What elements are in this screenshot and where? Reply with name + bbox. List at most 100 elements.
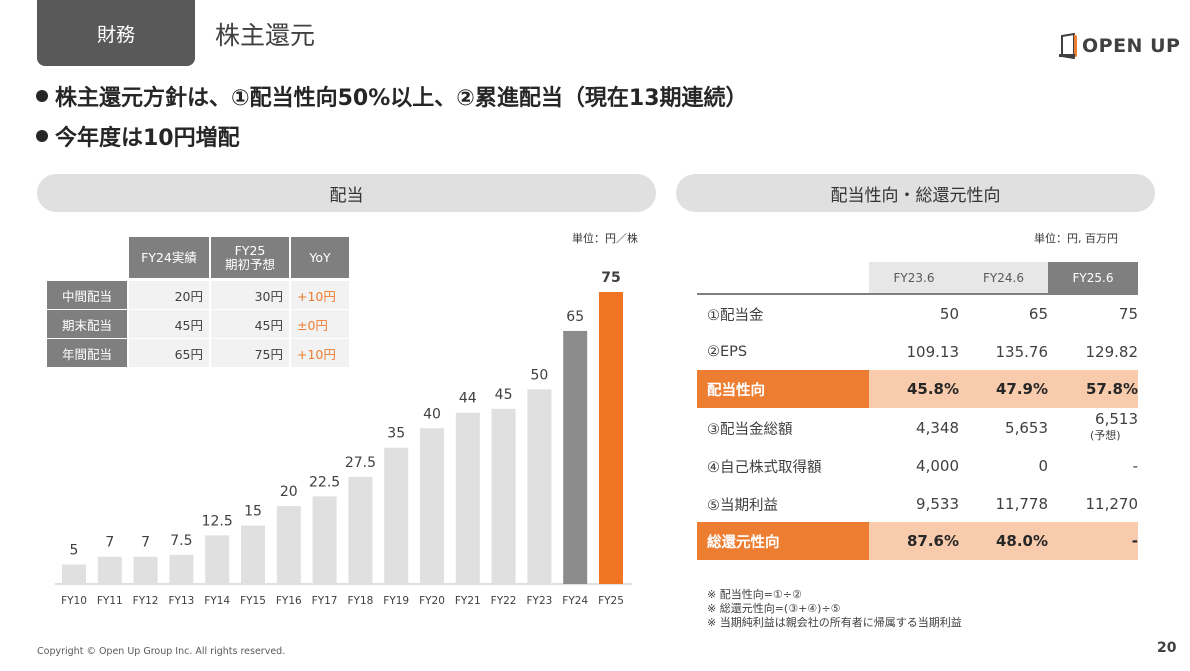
- table-row-buyback: ④自己株式取得額 4,000 0 -: [697, 447, 1138, 485]
- bar-fy16: [276, 506, 301, 584]
- header-divider: [697, 293, 1138, 295]
- tick-label-fy10: FY10: [61, 595, 87, 607]
- formula-notes: ※ 配当性向=①÷② ※ 総還元性向=(③+④)÷⑤ ※ 当期純利益は親会社の所…: [707, 588, 962, 630]
- bar-fy24: [563, 330, 588, 584]
- note-net-income-definition: ※ 当期純利益は親会社の所有者に帰属する当期利益: [707, 616, 962, 629]
- value-fy25: 129.82: [1085, 343, 1139, 361]
- bar-fy20: [420, 428, 444, 584]
- tick-label-fy16: FY16: [276, 595, 302, 607]
- row-label: ④自己株式取得額: [707, 459, 822, 476]
- bar-fy18: [348, 476, 373, 584]
- tick-label-fy18: FY18: [347, 595, 373, 607]
- cell-year-end-yoy: ±0円: [291, 310, 349, 338]
- value-fy24: 65: [1028, 305, 1048, 323]
- data-label-fy10: 5: [70, 543, 79, 559]
- cell-interim-yoy: +10円: [291, 281, 349, 309]
- col-header-fy25-6: FY25.6: [1048, 262, 1138, 293]
- data-label-fy19: 35: [387, 426, 405, 442]
- value-fy24: 48.0%: [995, 532, 1048, 550]
- bar-fy21: [455, 412, 480, 584]
- bar-fy15: [241, 525, 265, 584]
- tick-label-fy22: FY22: [491, 595, 517, 607]
- data-label-fy14: 12.5: [202, 513, 233, 529]
- col-header-yoy: YoY: [291, 237, 349, 278]
- cell-interim-fy25: 30円: [211, 281, 289, 309]
- value-fy23: 4,000: [916, 457, 959, 475]
- payout-ratio-section-header: 配当性向・総還元性向: [676, 174, 1155, 212]
- bullet-text: 株主還元方針は、①配当性向50%以上、②累進配当（現在13期連続）: [55, 86, 748, 111]
- data-label-fy23: 50: [530, 367, 548, 383]
- dividend-section-header: 配当: [37, 174, 656, 212]
- row-label: ⑤当期利益: [707, 497, 778, 514]
- col-header-fy25-line1: FY25: [234, 242, 266, 258]
- data-label-fy24: 65: [566, 309, 584, 325]
- row-label-year-end: 期末配当: [47, 310, 127, 338]
- value-fy24: 11,778: [995, 495, 1049, 513]
- value-fy23: 45.8%: [906, 380, 959, 398]
- page-number: 20: [1157, 640, 1177, 656]
- table-row-eps: ②EPS 109.13 135.76 129.82: [697, 333, 1138, 371]
- bullet-dividend-increase: 今年度は10円増配: [36, 120, 240, 152]
- data-label-fy17: 22.5: [309, 474, 340, 490]
- row-label: 総還元性向: [697, 522, 869, 560]
- tick-label-fy14: FY14: [204, 595, 230, 607]
- tick-label-fy24: FY24: [562, 595, 588, 607]
- value-fy23: 87.6%: [906, 532, 959, 550]
- table-row-net-income: ⑤当期利益 9,533 11,778 11,270: [697, 485, 1138, 523]
- cell-annual-fy25: 75円: [211, 339, 289, 367]
- tick-label-fy13: FY13: [168, 595, 194, 607]
- data-label-fy16: 20: [280, 484, 298, 500]
- cell-year-end-fy25: 45円: [211, 310, 289, 338]
- col-header-fy25-line2: 期初予想: [224, 256, 275, 272]
- section-tag: 財務: [37, 0, 195, 66]
- note-payout-formula: ※ 配当性向=①÷②: [707, 588, 802, 601]
- copyright: Copyright © Open Up Group Inc. All right…: [37, 646, 286, 657]
- tick-label-fy17: FY17: [312, 595, 338, 607]
- value-fy24: 135.76: [995, 343, 1049, 361]
- bar-fy13: [169, 554, 194, 584]
- row-label: 配当性向: [697, 370, 869, 408]
- bar-fy22: [491, 408, 516, 584]
- row-label: ②EPS: [707, 344, 748, 360]
- bar-fy10: [62, 564, 86, 584]
- value-fy24: 47.9%: [995, 380, 1048, 398]
- bar-fy12: [133, 556, 158, 584]
- col-header-fy24-text: FY24実績: [141, 249, 197, 265]
- value-fy23: 50: [939, 305, 959, 323]
- cell-annual-fy24: 65円: [129, 339, 209, 367]
- row-label: ①配当金: [707, 307, 764, 324]
- col-header-fy24-6: FY24.6: [959, 262, 1048, 293]
- table-row-total-dividends: ③配当金総額 4,348 5,653 6,513: [697, 409, 1138, 447]
- value-fy24: 0: [1038, 457, 1048, 475]
- note-total-return-formula: ※ 総還元性向=(③+④)÷⑤: [707, 602, 841, 615]
- forecast-note: (予想): [1090, 429, 1121, 442]
- data-label-fy13: 7.5: [170, 533, 192, 549]
- bullet-text: 今年度は10円増配: [55, 126, 240, 151]
- bullet-dot: [36, 130, 48, 142]
- value-fy23: 9,533: [916, 495, 959, 513]
- value-fy25: 11,270: [1085, 495, 1139, 513]
- bar-fy11: [97, 556, 122, 584]
- table-row-dividend: ①配当金 50 65 75: [697, 295, 1138, 333]
- door-logo-icon: [1059, 33, 1077, 59]
- data-label-fy20: 40: [423, 406, 441, 422]
- bar-fy25: [599, 292, 623, 584]
- tick-label-fy23: FY23: [526, 595, 552, 607]
- row-label: ③配当金総額: [707, 421, 793, 438]
- col-header-fy24: FY24実績: [129, 237, 209, 278]
- tick-label-fy25: FY25: [598, 595, 624, 607]
- data-label-fy15: 15: [244, 504, 262, 520]
- table-row-payout-ratio: 配当性向 45.8% 47.9% 57.8%: [697, 370, 1138, 408]
- row-label-interim: 中間配当: [47, 281, 127, 309]
- tick-label-fy15: FY15: [240, 595, 266, 607]
- table-row-total-return-ratio: 総還元性向 87.6% 48.0% -: [697, 522, 1138, 560]
- value-fy23: 109.13: [906, 343, 960, 361]
- value-fy25: 57.8%: [1085, 380, 1138, 398]
- bar-fy19: [384, 447, 409, 584]
- payout-unit-label: 単位：円, 百万円: [1034, 232, 1118, 245]
- data-label-fy25: 75: [601, 270, 620, 286]
- bar-fy17: [312, 496, 337, 584]
- data-label-fy21: 44: [459, 391, 477, 407]
- bullet-dot: [36, 90, 48, 102]
- value-fy25: 6,513: [1095, 410, 1138, 428]
